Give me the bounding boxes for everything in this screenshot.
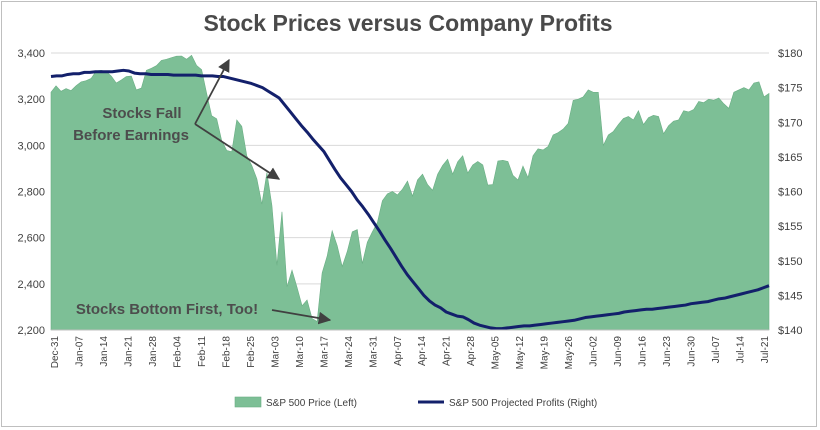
y-right-tick-label: $170 (778, 117, 802, 129)
y-left-tick-label: 3,400 (17, 48, 45, 60)
x-tick-label: Mar-24 (344, 336, 355, 368)
x-tick-label: Jun-16 (638, 336, 649, 367)
y-left-tick-label: 2,600 (17, 233, 45, 245)
y-left-tick-label: 2,200 (17, 325, 45, 337)
y-right-tick-label: $145 (778, 290, 802, 302)
annotation-stocks-bottom: Stocks Bottom First, Too! (76, 301, 258, 318)
x-tick-label: Feb-18 (221, 336, 232, 368)
price-area-layer (50, 54, 770, 331)
legend-label-profits: S&P 500 Projected Profits (Right) (449, 398, 597, 409)
x-tick-label: Dec-31 (50, 336, 61, 369)
y-right-tick-label: $160 (778, 187, 802, 199)
x-tick-label: Apr-14 (417, 336, 428, 366)
legend-label-price: S&P 500 Price (Left) (266, 398, 357, 409)
x-tick-label: Jun-02 (589, 336, 600, 367)
x-tick-label: Apr-21 (442, 336, 453, 366)
legend: S&P 500 Price (Left) S&P 500 Projected Pr… (234, 396, 597, 409)
y-right-tick-label: $150 (778, 256, 802, 268)
y-axis-right: $140 $145 $150 $155 $160 $165 $170 $175 $180 (778, 48, 802, 337)
annotations: Stocks Fall Before Earnings Stocks Bottom … (73, 58, 332, 325)
x-tick-label: Feb-11 (197, 336, 208, 367)
x-tick-label: Jul-14 (736, 336, 747, 364)
x-tick-label: Mar-31 (368, 336, 379, 368)
annotation-arrow-bottom (271, 309, 332, 325)
x-tick-label: May-05 (491, 336, 502, 370)
x-tick-label: Jan-21 (123, 336, 134, 367)
annotation-stocks-fall-line1: Stocks Fall (102, 105, 181, 122)
y-left-tick-label: 3,200 (17, 94, 45, 106)
y-axis-left: 2,200 2,400 2,600 2,800 3,000 3,200 3,400 (17, 48, 45, 337)
x-tick-label: Jun-23 (662, 336, 673, 367)
y-right-tick-label: $140 (778, 325, 802, 337)
y-right-tick-label: $155 (778, 221, 802, 233)
x-tick-label: Jan-14 (99, 336, 110, 367)
x-tick-label: Mar-10 (295, 336, 306, 368)
x-axis: Dec-31 Jan-07 Jan-14 Jan-21 Jan-28 Feb-04 Feb-… (50, 329, 771, 370)
y-left-tick-label: 2,800 (17, 187, 45, 199)
profits-line-layer (50, 68, 770, 331)
x-tick-label: Mar-03 (270, 336, 281, 368)
x-tick-label: Jun-09 (613, 336, 624, 367)
y-right-tick-label: $175 (778, 83, 802, 95)
x-tick-label: Jul-21 (760, 336, 771, 364)
profits-line (50, 68, 770, 331)
legend-swatch-price (234, 396, 262, 408)
annotation-arrow-up (194, 58, 230, 125)
y-right-tick-label: $180 (778, 48, 802, 60)
price-area (50, 54, 770, 331)
x-tick-label: Mar-17 (319, 336, 330, 368)
x-tick-label: Apr-28 (466, 336, 477, 366)
x-tick-label: May-26 (564, 336, 575, 370)
x-tick-label: Feb-25 (246, 336, 257, 368)
chart-title: Stock Prices versus Company Profits (203, 10, 613, 36)
y-left-tick-label: 2,400 (17, 279, 45, 291)
annotation-arrow-down (194, 123, 281, 180)
x-tick-label: Jan-07 (75, 336, 86, 367)
x-tick-label: Jan-28 (148, 336, 159, 367)
annotation-stocks-fall-line2: Before Earnings (73, 127, 189, 144)
x-tick-label: May-19 (540, 336, 551, 370)
x-tick-label: Jun-30 (687, 336, 698, 367)
x-tick-label: Jul-07 (711, 336, 722, 364)
y-left-tick-label: 3,000 (17, 140, 45, 152)
y-right-tick-label: $165 (778, 152, 802, 164)
x-tick-label: Apr-07 (393, 336, 404, 366)
x-tick-label: Feb-04 (172, 336, 183, 368)
x-tick-label: May-12 (515, 336, 526, 370)
